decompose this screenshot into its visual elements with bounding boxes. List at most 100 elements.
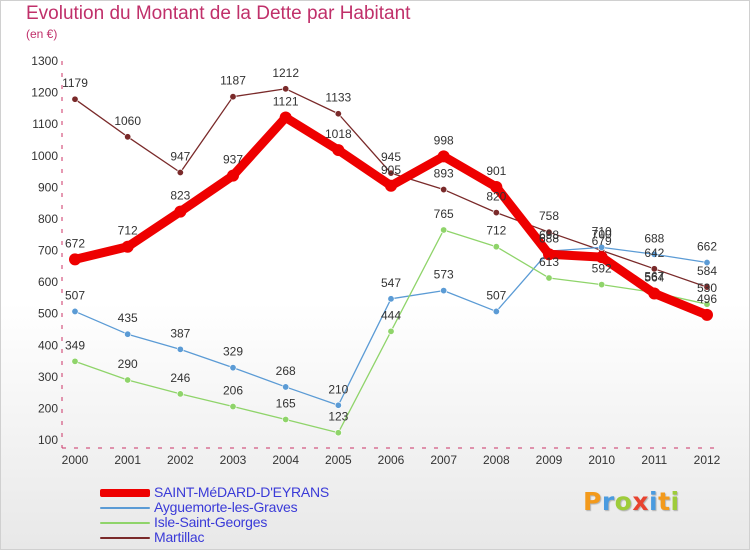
logo-letter: i [649,487,659,516]
data-label: 765 [434,207,454,221]
series-3-point [703,283,711,291]
series-0-point [279,111,292,124]
y-tick-label: 600 [38,275,58,289]
data-label: 672 [65,236,85,250]
data-label: 905 [381,163,401,177]
data-label: 507 [65,288,85,302]
series-2-point [387,327,395,335]
series-3-point [387,169,395,177]
series-2-point [176,390,184,398]
series-3-point [440,186,448,194]
series-1-point [334,401,342,409]
data-label: 945 [381,150,401,164]
y-tick-label: 200 [38,401,58,415]
legend-label: Isle-Saint-Georges [154,514,268,530]
logo-letter: o [614,487,633,516]
y-tick-label: 700 [38,244,58,258]
chart-axes: 100 200 300 400 500 600 700 800 900 1000 1100 1200 1… [31,54,720,467]
x-tick-label: 2007 [430,453,457,467]
logo-letter: x [632,487,649,516]
proxiti-logo: Proxiti [583,487,680,516]
series-3-point [545,228,553,236]
data-label: 1060 [114,114,141,128]
series-2-point [71,357,79,365]
data-label: 758 [539,209,559,223]
series-2-point [703,300,711,308]
x-tick-label: 2009 [536,453,563,467]
data-label: 1018 [325,127,352,141]
series-1-point [229,364,237,372]
y-tick-label: 500 [38,307,58,321]
data-label: 123 [328,410,348,424]
data-label: 700 [592,228,612,242]
x-tick-label: 2010 [588,453,615,467]
series-3-point [334,110,342,118]
x-tick-label: 2002 [167,453,194,467]
series-0-point [227,169,239,182]
x-tick-label: 2012 [694,453,721,467]
legend-swatch [100,507,150,509]
series-1-point [71,307,79,315]
series-3-point [492,209,500,217]
series-3-point [650,265,658,273]
data-label: 998 [434,133,454,147]
data-label: 530 [697,281,717,295]
series-1-point [598,243,606,251]
data-label: 613 [539,255,559,269]
series-2-point [598,281,606,289]
series-0-point [437,150,450,163]
series-3-point [282,85,290,93]
y-tick-label: 900 [38,180,58,194]
data-label: 387 [170,326,190,340]
data-label: 206 [223,384,243,398]
data-label: 1179 [62,76,88,90]
series-0-point [385,179,397,192]
chart-title: Evolution du Montant de la Dette par Hab… [26,3,411,24]
data-label: 688 [539,231,559,245]
series-2-point [440,226,448,234]
y-tick-label: 1000 [31,149,58,163]
data-label: 584 [697,264,717,278]
data-label: 901 [486,164,506,178]
x-tick-label: 2008 [483,453,510,467]
y-tick-label: 300 [38,370,58,384]
series-1-point [124,330,132,338]
data-label: 893 [434,167,454,181]
data-label: 688 [644,231,664,245]
data-label: 435 [118,311,138,325]
data-label: 1187 [220,74,246,88]
data-label: 947 [170,149,190,163]
data-label: 567 [644,270,664,284]
series-2-point [492,243,500,251]
data-label: 642 [644,246,664,260]
x-tick-label: 2003 [220,453,247,467]
x-tick-label: 2000 [62,453,89,467]
legend-label: Ayguemorte-les-Graves [154,499,298,515]
y-tick-label: 1300 [31,54,58,68]
series-0-point [490,181,503,194]
data-label: 592 [592,262,612,276]
y-tick-label: 1100 [32,117,58,131]
data-label: 564 [644,270,664,284]
legend-swatch [100,489,150,497]
data-label: 444 [381,308,401,322]
data-label: 547 [381,276,401,290]
data-label: 1212 [272,66,299,80]
data-label: 679 [592,234,612,248]
y-tick-label: 400 [38,338,58,352]
data-labels: 672 712 823 937 1121 1018 905 998 901 688 679 564 49… [62,66,717,424]
logo-letter: i [670,487,680,516]
data-label: 165 [276,396,296,410]
series-3-point [71,95,79,103]
data-label: 496 [697,292,717,306]
y-tick-label: 1200 [31,86,58,100]
series-0-point [701,308,713,321]
data-label: 823 [170,189,190,203]
logo-letter: P [583,487,602,516]
x-tick-label: 2005 [325,453,352,467]
logo-letter: r [601,487,615,516]
y-tick-label: 100 [38,433,58,447]
legend-label: Martillac [154,529,205,545]
data-label: 820 [486,190,506,204]
chart-subtitle: (en €) [26,27,58,41]
